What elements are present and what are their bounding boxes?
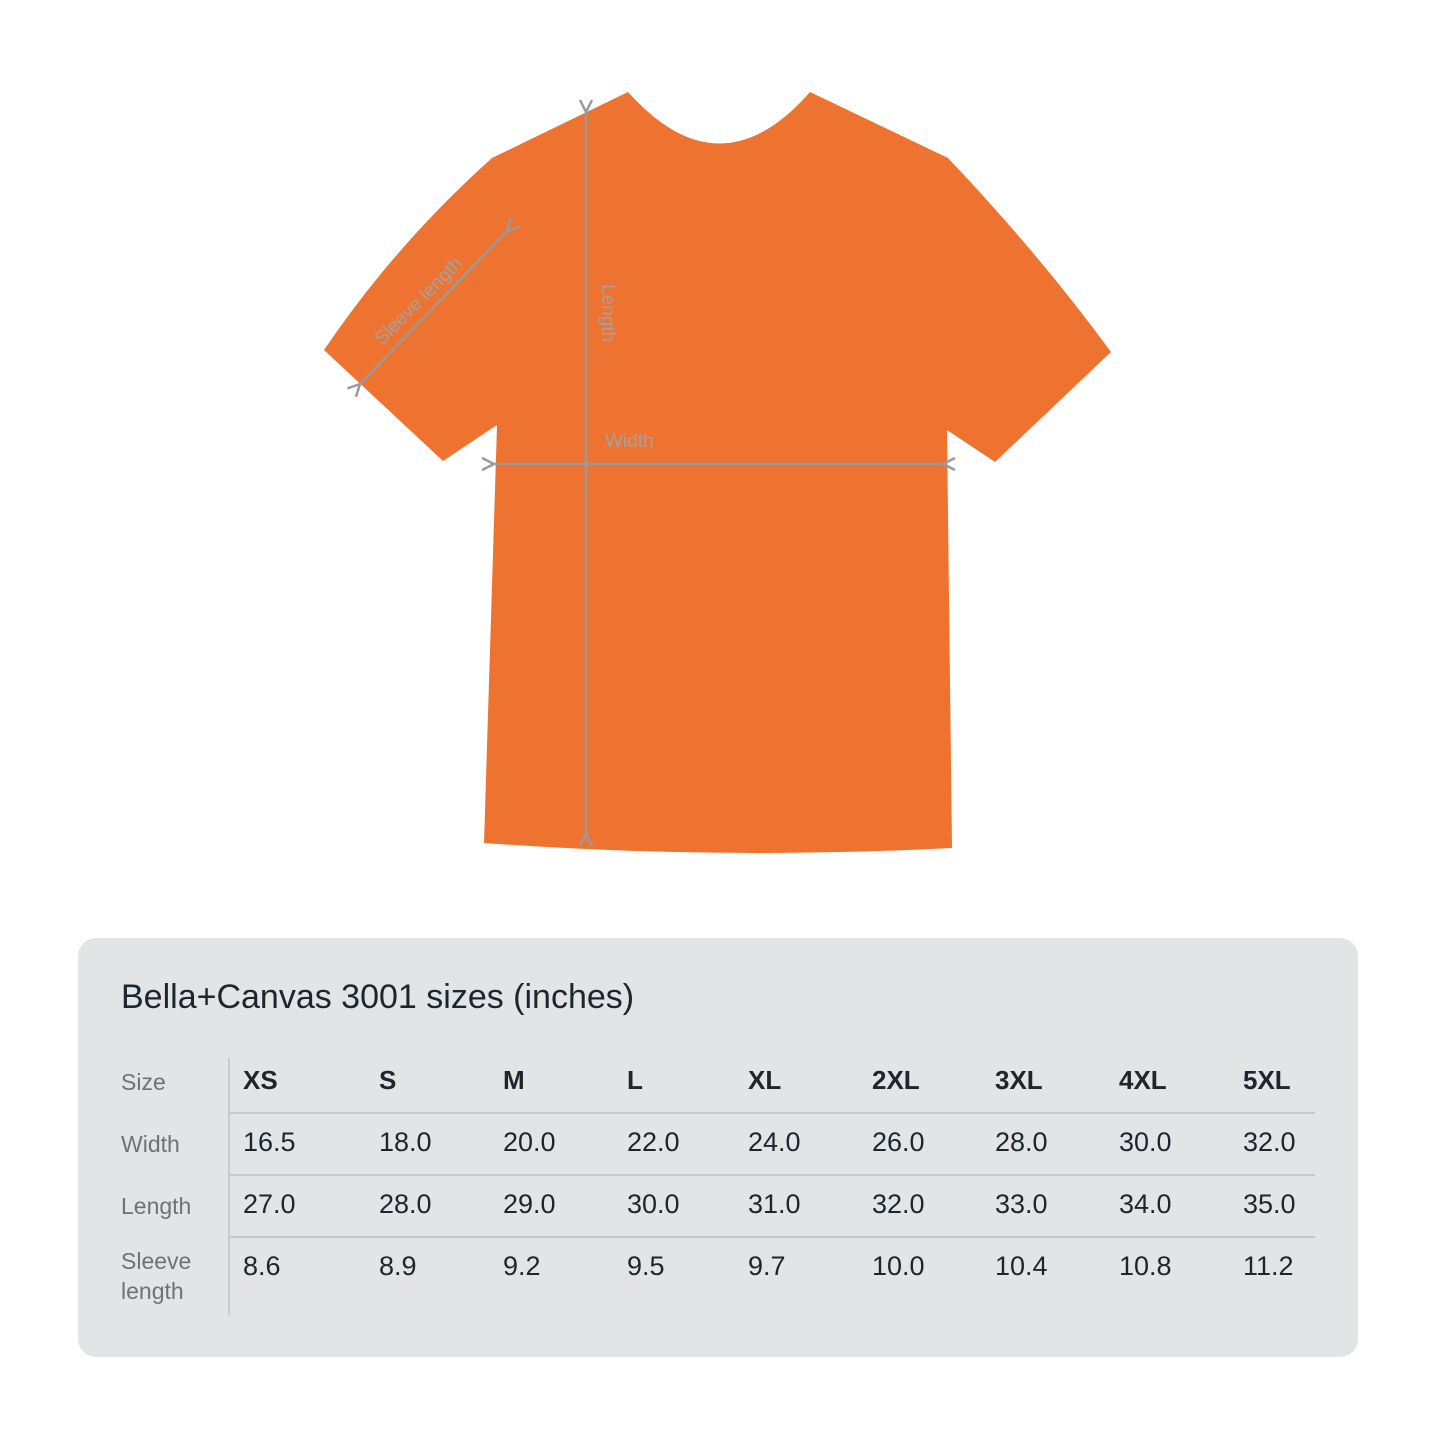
size-header-cell: 2XL xyxy=(872,1065,920,1095)
length-cell: 33.0 xyxy=(995,1189,1048,1219)
column-divider xyxy=(228,1058,230,1315)
width-cell: 16.5 xyxy=(243,1127,296,1157)
size-header-cell: 3XL xyxy=(995,1065,1043,1095)
length-cell: 35.0 xyxy=(1243,1189,1296,1219)
width-cell: 18.0 xyxy=(379,1127,432,1157)
length-label: Length xyxy=(597,284,618,342)
size-header-cell: 5XL xyxy=(1243,1065,1291,1095)
size-header-cell: L xyxy=(627,1065,643,1095)
size-header-cell: M xyxy=(503,1065,525,1095)
row-label-sleeve: Sleeve length xyxy=(121,1248,192,1304)
length-cell: 29.0 xyxy=(503,1189,556,1219)
sleeve-cell: 10.8 xyxy=(1119,1251,1172,1281)
width-cell: 20.0 xyxy=(503,1127,556,1157)
sleeve-cell: 9.5 xyxy=(627,1251,665,1281)
size-header-cell: XS xyxy=(243,1065,278,1095)
sleeve-cell: 11.2 xyxy=(1243,1251,1294,1281)
sleeve-arrow xyxy=(360,231,507,384)
width-label: Width xyxy=(605,431,654,452)
width-cell: 28.0 xyxy=(995,1127,1048,1157)
row-label-size: Size xyxy=(121,1069,166,1095)
sleeve-cell: 8.9 xyxy=(379,1251,417,1281)
length-cell: 27.0 xyxy=(243,1189,296,1219)
tshirt-shape xyxy=(324,92,1111,853)
size-header-cell: XL xyxy=(748,1065,782,1095)
sleeve-cell: 8.6 xyxy=(243,1251,281,1281)
width-cell: 24.0 xyxy=(748,1127,801,1157)
sleeve-cell: 9.2 xyxy=(503,1251,541,1281)
row-label-width: Width xyxy=(121,1131,180,1157)
sleeve-cell: 9.7 xyxy=(748,1251,786,1281)
width-cell: 32.0 xyxy=(1243,1127,1296,1157)
tshirt-diagram: Sleeve length Length Width xyxy=(324,92,1111,853)
sleeve-cell: 10.4 xyxy=(995,1251,1048,1281)
row-divider xyxy=(228,1236,1315,1238)
length-cell: 31.0 xyxy=(748,1189,801,1219)
length-cell: 34.0 xyxy=(1119,1189,1172,1219)
width-cell: 22.0 xyxy=(627,1127,680,1157)
length-cell: 30.0 xyxy=(627,1189,680,1219)
width-cell: 30.0 xyxy=(1119,1127,1172,1157)
length-cell: 28.0 xyxy=(379,1189,432,1219)
size-header-cell: 4XL xyxy=(1119,1065,1167,1095)
table-title: Bella+Canvas 3001 sizes (inches) xyxy=(121,978,635,1016)
row-divider xyxy=(228,1112,1315,1114)
row-divider xyxy=(228,1174,1315,1176)
sleeve-cell: 10.0 xyxy=(872,1251,925,1281)
length-cell: 32.0 xyxy=(872,1189,925,1219)
width-cell: 26.0 xyxy=(872,1127,925,1157)
size-table-card: Bella+Canvas 3001 sizes (inches) Size Wi… xyxy=(78,938,1358,1357)
size-header-cell: S xyxy=(379,1065,397,1095)
row-label-length: Length xyxy=(121,1193,192,1219)
